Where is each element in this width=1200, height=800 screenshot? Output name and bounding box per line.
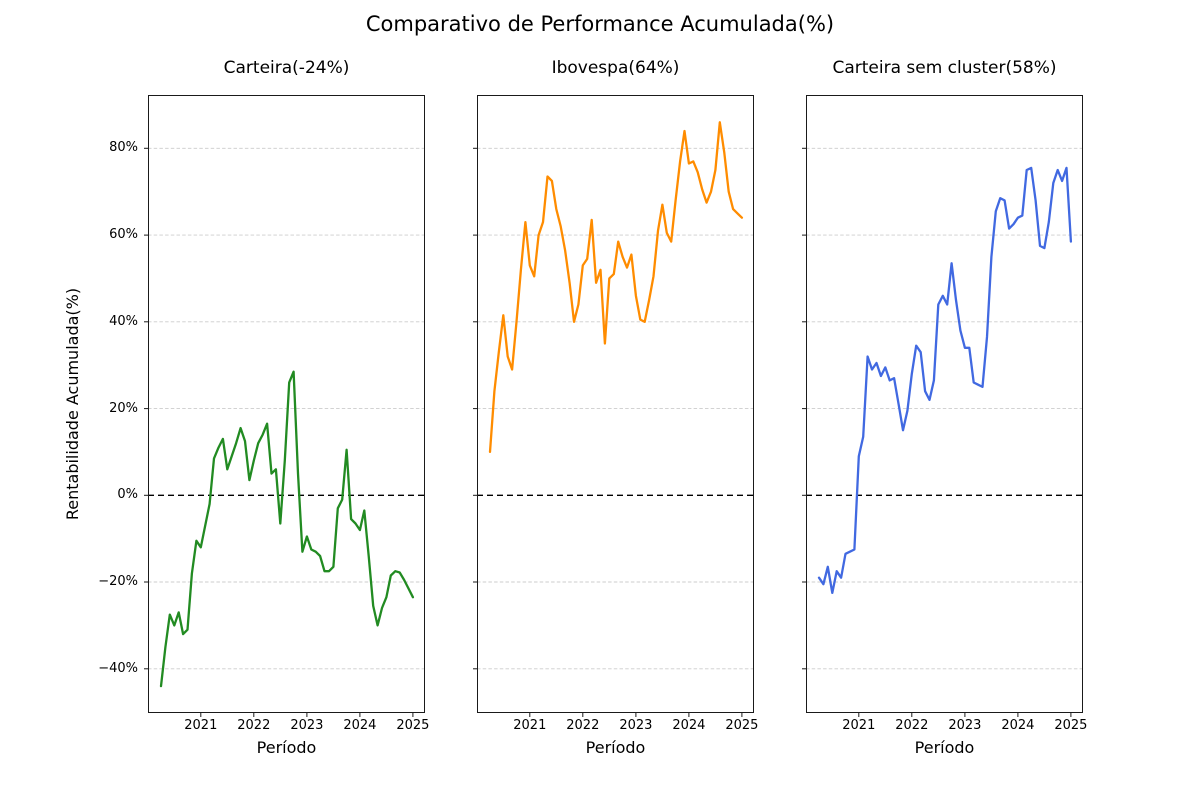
axes-spines (148, 95, 425, 713)
x-axis-label-carteira-sem-cluster: Período (914, 738, 975, 757)
figure-title: Comparativo de Performance Acumulada(%) (365, 12, 835, 36)
subplot-title-carteira: Carteira(-24%) (223, 58, 350, 78)
ibovespa-line (488, 121, 744, 454)
x-tick-label: 2021 (842, 718, 876, 733)
plot-area-carteira (144, 95, 425, 717)
carteira-line (159, 370, 415, 688)
x-tick-label: 2025 (725, 718, 759, 733)
y-tick-label: 20% (109, 400, 138, 416)
x-tick-label: 2025 (1054, 718, 1088, 733)
plot-area-ibovespa (473, 95, 754, 717)
x-tick-labels-carteira: 2021 2022 2023 2024 2025 (148, 718, 429, 736)
x-tick-label: 2023 (619, 718, 653, 733)
x-tick-label: 2023 (290, 718, 324, 733)
plot-area-carteira-sem-cluster (802, 95, 1083, 717)
x-tick-label: 2024 (672, 718, 706, 733)
x-tick-label: 2022 (895, 718, 929, 733)
y-axis-label: Rentabilidade Acumulada(%) (63, 287, 82, 521)
axes-spines (806, 95, 1083, 713)
x-tick-label: 2024 (343, 718, 377, 733)
y-tick-label: 80% (109, 140, 138, 156)
x-tick-label: 2021 (513, 718, 547, 733)
x-tick-labels-ibovespa: 2021 2022 2023 2024 2025 (477, 718, 758, 736)
subplot-title-ibovespa: Ibovespa(64%) (551, 58, 680, 78)
subplot-ibovespa: Ibovespa(64%) 2021 2022 2023 2024 2025 Perío… (473, 0, 758, 800)
axes-spines (477, 95, 754, 713)
x-axis-label-carteira: Período (256, 738, 317, 757)
y-tick-label: 60% (109, 227, 138, 243)
x-tick-label: 2022 (237, 718, 271, 733)
subplot-title-carteira-sem-cluster: Carteira sem cluster(58%) (832, 58, 1057, 78)
x-tick-label: 2025 (396, 718, 430, 733)
subplot-carteira: Carteira(-24%) 2021 2022 2023 2024 2025 Perí… (144, 0, 429, 800)
carteira-sem-cluster-line (817, 166, 1073, 595)
x-tick-label: 2022 (566, 718, 600, 733)
x-tick-label: 2023 (948, 718, 982, 733)
y-tick-label: 40% (109, 313, 138, 329)
x-tick-labels-carteira-sem-cluster: 2021 2022 2023 2024 2025 (806, 718, 1087, 736)
x-tick-label: 2024 (1001, 718, 1035, 733)
y-tick-label: −40% (98, 660, 138, 676)
x-tick-label: 2021 (184, 718, 218, 733)
subplot-carteira-sem-cluster: Carteira sem cluster(58%) 2021 2022 2023 20… (802, 0, 1087, 800)
y-tick-label: 0% (117, 487, 138, 503)
x-axis-label-ibovespa: Período (585, 738, 646, 757)
y-tick-label: −20% (98, 574, 138, 589)
